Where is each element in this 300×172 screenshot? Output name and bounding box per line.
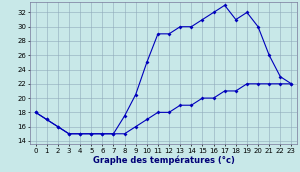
X-axis label: Graphe des températures (°c): Graphe des températures (°c) (93, 155, 234, 165)
